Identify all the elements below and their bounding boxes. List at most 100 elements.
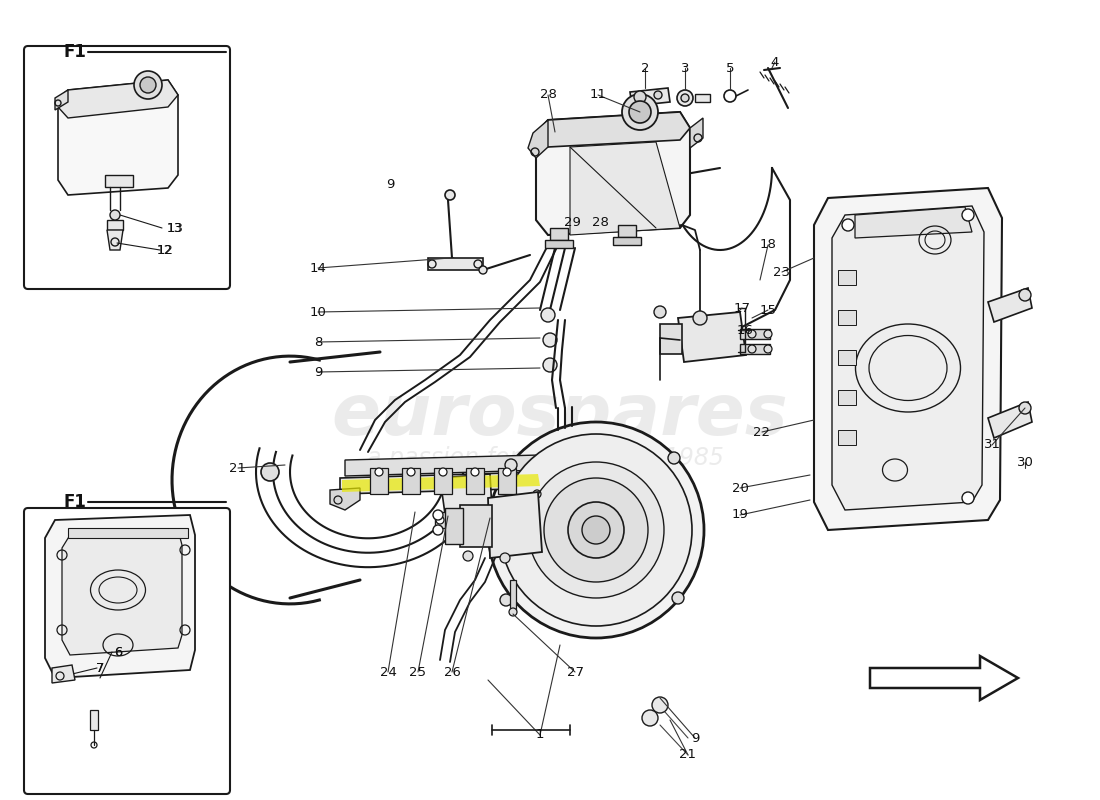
- Text: 9: 9: [691, 731, 700, 745]
- Bar: [460, 505, 492, 547]
- Bar: [446, 508, 463, 544]
- Polygon shape: [45, 515, 195, 678]
- Circle shape: [500, 594, 512, 606]
- Circle shape: [446, 190, 455, 200]
- Bar: [107, 220, 123, 230]
- Text: 7: 7: [96, 662, 104, 674]
- Polygon shape: [536, 112, 690, 147]
- Text: 10: 10: [309, 306, 327, 318]
- Text: 6: 6: [113, 646, 122, 658]
- Circle shape: [110, 210, 120, 220]
- Text: 6: 6: [114, 646, 122, 658]
- Text: F1: F1: [64, 43, 87, 61]
- Circle shape: [500, 434, 692, 626]
- Bar: [838, 390, 856, 405]
- Circle shape: [693, 311, 707, 325]
- Text: 23: 23: [773, 266, 791, 278]
- Polygon shape: [345, 455, 542, 476]
- Text: eurospares: eurospares: [331, 381, 789, 450]
- Circle shape: [582, 516, 610, 544]
- Text: 20: 20: [732, 482, 748, 494]
- Text: 14: 14: [309, 262, 327, 274]
- Text: 19: 19: [732, 509, 748, 522]
- Polygon shape: [370, 468, 388, 494]
- Circle shape: [505, 459, 517, 471]
- Polygon shape: [678, 312, 746, 362]
- Text: 1: 1: [536, 729, 544, 742]
- Polygon shape: [52, 665, 75, 683]
- Text: 13: 13: [166, 222, 184, 234]
- Circle shape: [134, 71, 162, 99]
- Circle shape: [543, 333, 557, 347]
- Text: 2: 2: [640, 62, 649, 74]
- Text: 24: 24: [379, 666, 396, 678]
- Circle shape: [654, 306, 666, 318]
- Circle shape: [503, 468, 512, 476]
- Text: 26: 26: [443, 666, 461, 678]
- Polygon shape: [440, 474, 492, 514]
- Polygon shape: [58, 80, 178, 118]
- Text: 29: 29: [563, 215, 581, 229]
- Polygon shape: [342, 474, 540, 492]
- Bar: [68, 528, 188, 538]
- Text: F1: F1: [64, 493, 87, 511]
- Circle shape: [962, 492, 974, 504]
- Text: 5: 5: [726, 62, 735, 74]
- Bar: [838, 430, 856, 445]
- Circle shape: [471, 468, 478, 476]
- Circle shape: [436, 516, 444, 524]
- Circle shape: [654, 91, 662, 99]
- Circle shape: [681, 94, 689, 102]
- Circle shape: [676, 90, 693, 106]
- Circle shape: [541, 308, 556, 322]
- Polygon shape: [107, 230, 123, 250]
- Bar: [695, 94, 710, 102]
- Circle shape: [509, 608, 517, 616]
- Circle shape: [544, 478, 648, 582]
- Circle shape: [1019, 402, 1031, 414]
- Circle shape: [621, 94, 658, 130]
- Circle shape: [629, 101, 651, 123]
- Text: 12: 12: [157, 243, 173, 257]
- Circle shape: [652, 697, 668, 713]
- Circle shape: [500, 553, 510, 563]
- Text: 27: 27: [566, 666, 583, 678]
- Bar: [838, 350, 856, 365]
- Circle shape: [261, 463, 279, 481]
- Bar: [740, 344, 770, 354]
- Text: 16: 16: [737, 323, 754, 337]
- Text: 4: 4: [771, 55, 779, 69]
- Circle shape: [764, 345, 772, 353]
- Circle shape: [478, 266, 487, 274]
- Polygon shape: [988, 402, 1032, 438]
- Circle shape: [642, 710, 658, 726]
- Polygon shape: [570, 142, 680, 235]
- Circle shape: [672, 592, 684, 604]
- Polygon shape: [62, 530, 182, 655]
- Circle shape: [433, 510, 443, 520]
- Polygon shape: [536, 112, 690, 235]
- Circle shape: [407, 468, 415, 476]
- Bar: [838, 310, 856, 325]
- Bar: [90, 710, 98, 730]
- Text: 7: 7: [96, 662, 104, 674]
- Circle shape: [439, 468, 447, 476]
- Bar: [740, 329, 770, 339]
- Circle shape: [543, 358, 557, 372]
- Text: 22: 22: [754, 426, 770, 438]
- Polygon shape: [855, 207, 972, 238]
- Bar: [434, 512, 497, 528]
- Circle shape: [748, 345, 756, 353]
- Polygon shape: [466, 468, 484, 494]
- Text: 31: 31: [983, 438, 1001, 451]
- Circle shape: [463, 551, 473, 561]
- Polygon shape: [330, 488, 360, 510]
- Circle shape: [1019, 289, 1031, 301]
- Text: 21: 21: [230, 462, 246, 474]
- Text: 17: 17: [734, 302, 750, 314]
- Text: a passion for parts since 1985: a passion for parts since 1985: [366, 446, 724, 470]
- Polygon shape: [488, 492, 542, 558]
- Bar: [428, 258, 483, 270]
- Text: 9: 9: [386, 178, 394, 191]
- Polygon shape: [58, 80, 178, 195]
